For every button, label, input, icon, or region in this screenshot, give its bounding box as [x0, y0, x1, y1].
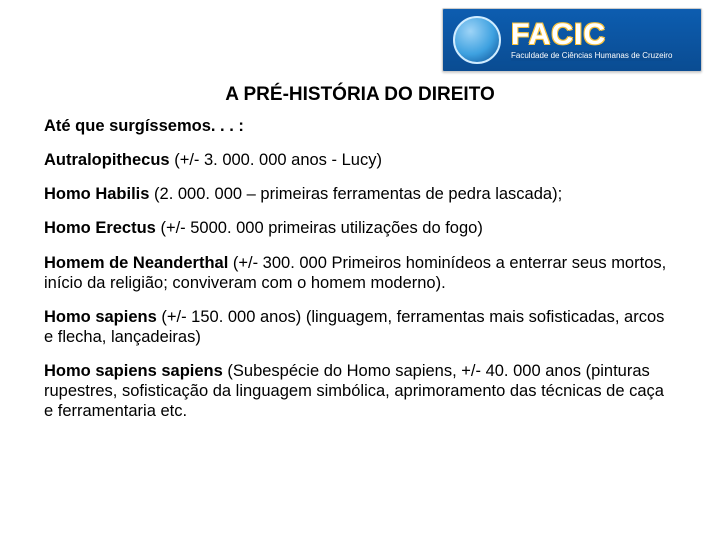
- para-bold: Homo Erectus: [44, 219, 156, 237]
- paragraph: Homo Habilis (2. 000. 000 – primeiras fe…: [44, 184, 676, 204]
- logo-brand: FACIC: [511, 19, 672, 51]
- paragraph: Homo sapiens (+/- 150. 000 anos) (lingua…: [44, 307, 676, 347]
- paragraph: Até que surgíssemos. . . :: [44, 116, 676, 136]
- logo-text: FACIC Faculdade de Ciências Humanas de C…: [511, 19, 672, 61]
- para-rest: (+/- 5000. 000 primeiras utilizações do …: [156, 219, 483, 237]
- para-rest: (2. 000. 000 – primeiras ferramentas de …: [149, 185, 562, 203]
- para-bold: Homo sapiens sapiens: [44, 362, 223, 380]
- globe-icon: [453, 16, 501, 64]
- paragraph: Homo Erectus (+/- 5000. 000 primeiras ut…: [44, 218, 676, 238]
- para-rest: (+/- 3. 000. 000 anos - Lucy): [170, 151, 382, 169]
- content-body: Até que surgíssemos. . . : Autralopithec…: [44, 116, 676, 435]
- paragraph: Homem de Neanderthal (+/- 300. 000 Prime…: [44, 253, 676, 293]
- page-title: A PRÉ-HISTÓRIA DO DIREITO: [0, 84, 720, 106]
- paragraph: Autralopithecus (+/- 3. 000. 000 anos - …: [44, 150, 676, 170]
- para-bold: Autralopithecus: [44, 151, 170, 169]
- logo-tagline: Faculdade de Ciências Humanas de Cruzeir…: [511, 51, 672, 61]
- paragraph: Homo sapiens sapiens (Subespécie do Homo…: [44, 361, 676, 421]
- para-bold: Até que surgíssemos. . . :: [44, 117, 244, 135]
- para-bold: Homo sapiens: [44, 308, 157, 326]
- para-bold: Homem de Neanderthal: [44, 254, 228, 272]
- slide: FACIC Faculdade de Ciências Humanas de C…: [0, 0, 720, 540]
- logo: FACIC Faculdade de Ciências Humanas de C…: [442, 8, 702, 72]
- para-bold: Homo Habilis: [44, 185, 149, 203]
